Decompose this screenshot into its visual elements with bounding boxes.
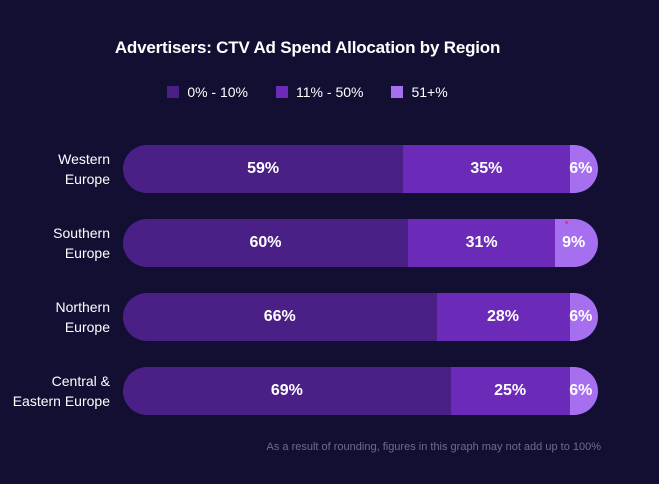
data-label: 35%	[470, 160, 503, 177]
bar-segment: 9%	[555, 219, 598, 267]
bar-segment: 25%	[450, 367, 570, 415]
bar-segment: 59%	[123, 145, 404, 193]
chart-title: Advertisers: CTV Ad Spend Allocation by …	[114, 38, 501, 57]
stacked-bar: 60% 31% 9%	[123, 219, 598, 267]
legend-label: 11% - 50%	[296, 84, 364, 100]
bar-segment: 28%	[436, 293, 570, 341]
data-label: 6%	[569, 308, 593, 325]
stacked-bar: 59% 35% 6%	[123, 145, 598, 193]
bar-segment: 69%	[123, 367, 451, 415]
category-label: Southern Europe	[53, 225, 110, 261]
data-label: 25%	[494, 382, 527, 399]
stacked-bar: 66% 28% 6%	[123, 293, 598, 341]
legend-swatch	[391, 86, 404, 98]
bar-segment: 6%	[569, 367, 598, 415]
bar-segment: 31%	[408, 219, 556, 267]
bar-segment: 60%	[123, 219, 408, 267]
category-label: Western Europe	[58, 151, 110, 187]
stacked-bar: 69% 25% 6%	[123, 367, 598, 415]
data-label: 31%	[465, 234, 498, 251]
legend-item: 11% - 50%	[276, 84, 363, 100]
data-label: 28%	[486, 308, 520, 325]
data-label: 69%	[270, 382, 303, 399]
rounding-note: As a result of rounding, figures in this…	[266, 441, 601, 453]
category-label: Central & Eastern Europe	[12, 373, 110, 409]
legend-item: 51+%	[391, 84, 448, 100]
category-label: Northern Europe	[55, 299, 110, 335]
data-label: 60%	[249, 234, 282, 251]
data-label: 9%	[562, 234, 586, 251]
legend-swatch	[276, 86, 289, 98]
legend-label: 51+%	[411, 84, 448, 100]
data-label: 6%	[569, 160, 593, 177]
bar-segment: 6%	[569, 293, 598, 341]
legend-swatch	[167, 86, 180, 98]
data-label: 66%	[263, 308, 296, 325]
marker-dot	[565, 221, 568, 224]
legend-label: 0% - 10%	[187, 84, 249, 100]
legend: 0% - 10% 11% - 50% 51+%	[0, 84, 615, 100]
bar-segment: 6%	[569, 145, 598, 193]
data-label: 6%	[569, 382, 593, 399]
legend-item: 0% - 10%	[167, 84, 248, 100]
bar-segment: 66%	[123, 293, 437, 341]
data-label: 59%	[247, 160, 280, 177]
bar-segment: 35%	[403, 145, 570, 193]
